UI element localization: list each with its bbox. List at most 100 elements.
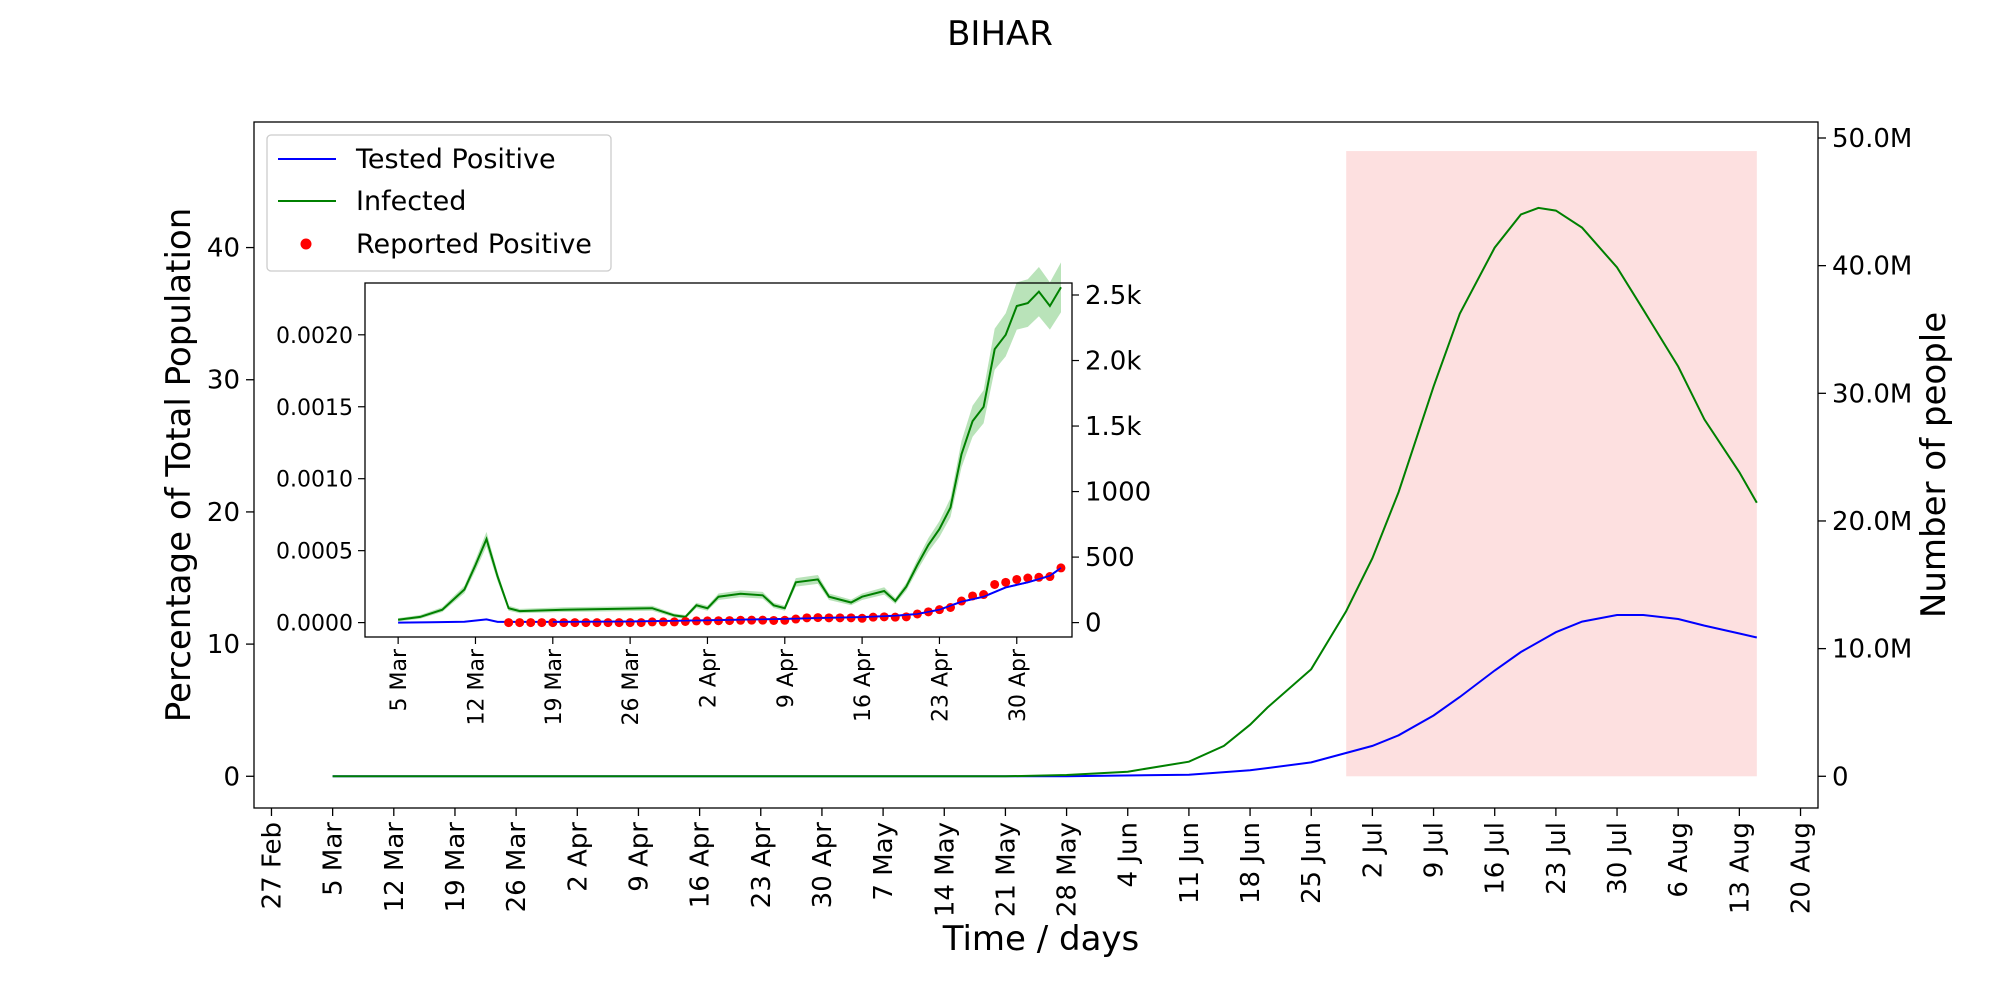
x-axis-label: Time / days — [942, 919, 1140, 959]
x-tick-label: 21 May — [991, 822, 1021, 917]
inset-point-reported-positive — [1012, 574, 1022, 584]
inset-point-reported-positive — [570, 618, 580, 628]
inset-x-tick-label: 2 Apr — [696, 648, 721, 708]
x-tick-label: 25 Jun — [1297, 822, 1327, 904]
y-tick-label: 30 — [207, 366, 240, 396]
inset-point-reported-positive — [669, 617, 679, 627]
y2-tick-label: 20.0M — [1832, 507, 1912, 537]
x-tick-label: 28 May — [1053, 822, 1083, 917]
inset-point-reported-positive — [1001, 577, 1011, 587]
y2-tick-label: 10.0M — [1832, 635, 1912, 665]
inset-x-tick-label: 9 Apr — [774, 648, 799, 708]
inset-x-tick-label: 26 Mar — [619, 648, 644, 725]
inset-point-reported-positive — [581, 618, 591, 628]
inset-point-reported-positive — [780, 615, 790, 625]
x-tick-label: 16 Apr — [686, 822, 716, 909]
legend-marker-reported-positive — [300, 238, 312, 250]
legend: Tested Positive Infected Reported Positive — [266, 134, 612, 272]
forecast-shaded-region — [1346, 151, 1757, 777]
x-tick-label: 19 Mar — [441, 822, 471, 913]
x-tick-label: 2 Jul — [1358, 822, 1388, 878]
legend-label-infected: Infected — [356, 186, 466, 217]
x-tick-label: 18 Jun — [1236, 822, 1266, 904]
x-tick-label: 20 Aug — [1787, 822, 1817, 914]
y2-tick-label: 50.0M — [1832, 124, 1912, 154]
inset-point-reported-positive — [1023, 573, 1033, 583]
inset-point-reported-positive — [526, 618, 536, 628]
inset-point-reported-positive — [857, 613, 867, 623]
series-line-tested-positive — [332, 614, 1758, 778]
main-plot: 27 Feb 5 Mar 12 Mar 19 Mar 26 Mar 2 Apr 9 Apr 1… — [159, 121, 1954, 959]
x-tick-label: 2 Apr — [563, 822, 593, 892]
inset-y-tick-label: 0.0005 — [276, 540, 353, 565]
x-tick-label: 4 Jun — [1114, 822, 1144, 887]
inset-point-reported-positive — [625, 618, 635, 628]
y2-tick-label: 30.0M — [1832, 379, 1912, 409]
inset-point-reported-positive — [658, 617, 668, 627]
x-tick-label: 14 May — [930, 822, 960, 917]
inset-y-tick-label: 0.0020 — [276, 324, 353, 349]
y2-tick-label: 0 — [1832, 762, 1849, 792]
inset-y-tick-label: 0.0000 — [276, 612, 353, 637]
x-tick-label: 26 Mar — [502, 822, 532, 913]
y-tick-label: 10 — [207, 630, 240, 660]
inset-point-reported-positive — [901, 612, 911, 622]
y-axis-label: Percentage of Total Population — [159, 208, 199, 723]
x-tick-label: 23 Jul — [1542, 822, 1572, 895]
x-tick-label: 5 Mar — [319, 822, 349, 896]
inset-point-reported-positive — [504, 618, 514, 628]
inset-y-tick-label: 0.0010 — [276, 468, 353, 493]
x-tick-label: 12 Mar — [380, 822, 410, 913]
inset-y-tick-label: 0.0015 — [276, 396, 353, 421]
x-tick-label: 13 Aug — [1725, 822, 1755, 914]
y-tick-label: 0 — [223, 762, 240, 792]
main-plot-frame — [253, 121, 1819, 809]
inset-point-reported-positive — [537, 618, 547, 628]
x-tick-label: 9 Apr — [624, 822, 654, 892]
inset-y2-tick-label: 2.0k — [1085, 347, 1141, 377]
legend-box — [266, 134, 612, 272]
y-tick-label: 40 — [207, 234, 240, 264]
inset-point-reported-positive — [603, 618, 613, 628]
inset-y2-tick-label: 2.5k — [1085, 281, 1141, 311]
inset-x-tick-label: 12 Mar — [464, 648, 489, 725]
legend-label-reported-positive: Reported Positive — [356, 229, 592, 260]
x-tick-label: 27 Feb — [257, 822, 287, 909]
inset-x-tick-label: 19 Mar — [542, 648, 567, 725]
y-tick-label: 20 — [207, 498, 240, 528]
x-tick-label: 11 Jun — [1175, 822, 1205, 904]
series-line-infected — [332, 206, 1758, 778]
x-tick-label: 30 Jul — [1603, 822, 1633, 895]
inset-point-reported-positive — [636, 618, 646, 628]
chart-title: BIHAR — [947, 14, 1053, 54]
inset-point-reported-positive — [769, 615, 779, 625]
inset-x-tick-label: 30 Apr — [1006, 648, 1031, 722]
inset-x-tick-label: 23 Apr — [928, 648, 953, 722]
inset-series-line-infected — [397, 286, 1062, 621]
inset-y2-tick-label: 500 — [1085, 543, 1135, 573]
y2-axis-label: Number of people — [1914, 312, 1954, 618]
legend-label-tested-positive: Tested Positive — [355, 144, 556, 175]
x-tick-label: 7 May — [869, 822, 899, 901]
inset-point-reported-positive — [990, 579, 1000, 589]
x-tick-label: 30 Apr — [808, 822, 838, 909]
x-tick-label: 23 Apr — [747, 822, 777, 909]
inset-background — [365, 283, 1072, 637]
inset-point-reported-positive — [758, 615, 768, 625]
inset-point-reported-positive — [890, 612, 900, 622]
inset-point-reported-positive — [614, 618, 624, 628]
inset-y2-tick-label: 1000 — [1085, 478, 1151, 508]
inset-x-tick-label: 16 Apr — [851, 648, 876, 722]
inset-point-reported-positive — [515, 618, 525, 628]
inset-point-reported-positive — [548, 618, 558, 628]
inset-y2-tick-label: 1.5k — [1085, 412, 1141, 442]
inset-plot: 5 Mar 12 Mar 19 Mar 26 Mar 2 Apr 9 Apr 16 Apr 2… — [276, 262, 1151, 726]
y2-tick-label: 40.0M — [1832, 252, 1912, 282]
inset-y2-tick-label: 0 — [1085, 609, 1102, 639]
inset-frame — [364, 282, 1073, 638]
inset-point-reported-positive — [680, 616, 690, 626]
x-tick-label: 9 Jul — [1420, 822, 1450, 878]
inset-series-line-tested-positive-overlay — [552, 567, 1062, 623]
inset-x-tick-label: 5 Mar — [387, 648, 412, 711]
